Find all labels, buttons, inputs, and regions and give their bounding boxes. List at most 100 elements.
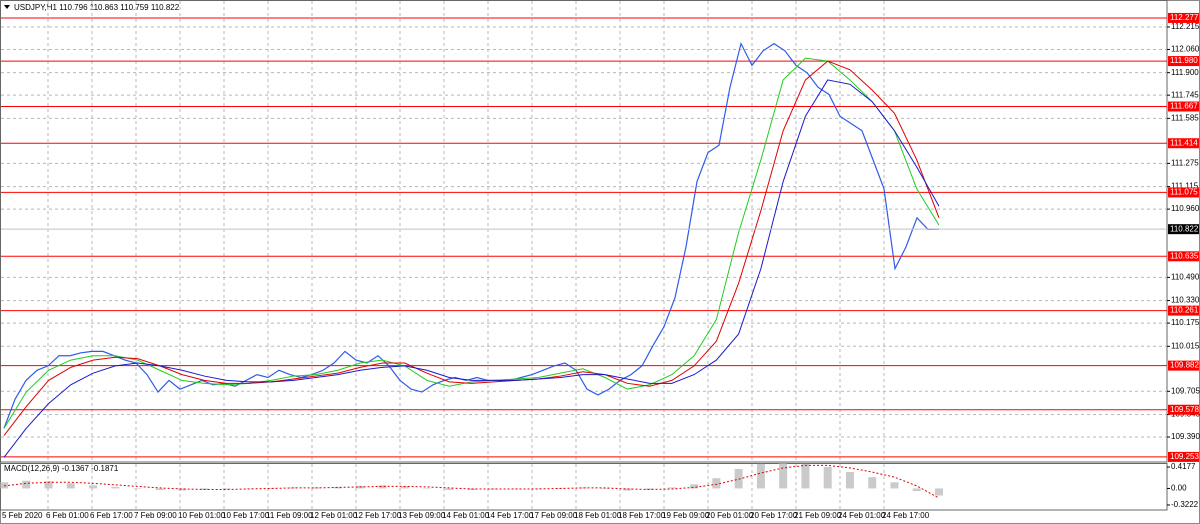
price-line (3, 41, 940, 429)
y-tick-label: 111.900 (1171, 68, 1199, 77)
level-tag (1168, 360, 1199, 371)
macd-bar (868, 477, 877, 489)
macd-bar (44, 481, 53, 489)
current-price-label: 110.822 (1170, 224, 1199, 233)
level-tag (1168, 101, 1199, 112)
macd-bar (823, 466, 832, 489)
macd-bar (422, 488, 431, 489)
macd-bar (445, 488, 454, 490)
current-price-tag (1168, 224, 1199, 235)
level-tag (1168, 404, 1199, 415)
menu-arrow (4, 5, 10, 9)
chart-title: USDJPY,H1 110.796 110.863 110.759 110.82… (14, 3, 180, 12)
macd-bar (601, 488, 610, 489)
y-tick-label: 110.015 (1171, 341, 1200, 350)
macd-bar (155, 488, 164, 490)
x-tick-label: 24 Feb 17:00 (882, 511, 930, 520)
y-tick-label: 111.275 (1171, 159, 1199, 168)
macd-bar (935, 488, 943, 496)
x-tick-label: 6 Feb 17:00 (90, 511, 133, 520)
y-tick-label: 112.060 (1171, 45, 1200, 54)
x-tick-label: 17 Feb 09:00 (530, 511, 578, 520)
level-tag (1168, 138, 1199, 149)
x-tick-label: 10 Feb 01:00 (178, 511, 226, 520)
macd-bar (89, 485, 98, 489)
y-tick-label: 111.585 (1171, 114, 1199, 123)
y-tick-label: 0.00 (1171, 484, 1187, 493)
level-label: 111.414 (1170, 138, 1198, 147)
level-label: 111.980 (1170, 56, 1198, 65)
macd-bar (22, 480, 31, 489)
x-tick-label: 18 Feb 17:00 (618, 511, 666, 520)
macd-title: MACD(12,26,9) -0.1367 -0.1871 (4, 464, 119, 473)
y-tick-label: 109.390 (1171, 432, 1200, 441)
y-tick-label: 110.490 (1171, 272, 1200, 281)
macd-bar (467, 488, 476, 490)
macd-bar (578, 487, 587, 489)
y-tick-label: 110.960 (1171, 204, 1200, 213)
macd-bar (801, 463, 810, 489)
macd-bar (712, 478, 721, 489)
macd-bar (667, 487, 676, 489)
y-tick-label: 112.215 (1171, 22, 1200, 31)
level-tag (1168, 187, 1199, 198)
macd-bar (845, 472, 854, 489)
y-tick-label: 0.4177 (1171, 462, 1196, 471)
macd-bar (779, 462, 788, 489)
macd-bar (756, 463, 765, 489)
level-label: 109.578 (1170, 405, 1199, 414)
y-tick-label: 109.705 (1171, 386, 1200, 395)
macd-bar (178, 488, 187, 491)
x-tick-label: 11 Feb 09:00 (266, 511, 313, 520)
macd-bar (623, 488, 632, 491)
level-tag (1168, 451, 1199, 462)
signal-line (3, 464, 940, 499)
macd-bar (489, 488, 498, 490)
level-tag (1168, 305, 1199, 316)
level-label: 112.277 (1170, 13, 1199, 22)
x-tick-label: 19 Feb 09:00 (662, 511, 710, 520)
macd-bar (645, 488, 654, 490)
y-tick-label: 111.745 (1171, 90, 1199, 99)
macd-bar (534, 488, 543, 489)
x-tick-label: 21 Feb 09:00 (794, 511, 842, 520)
macd-bar (111, 486, 120, 489)
moving-average (3, 79, 940, 458)
y-tick-label: 111.115 (1171, 182, 1199, 191)
level-label: 110.635 (1170, 251, 1199, 260)
x-tick-label: 13 Feb 09:00 (398, 511, 446, 520)
level-label: 109.882 (1170, 361, 1199, 370)
x-tick-label: 20 Feb 17:00 (750, 511, 798, 520)
x-tick-label: 12 Feb 17:00 (354, 511, 402, 520)
macd-bar (333, 486, 342, 489)
macd-bar (400, 486, 409, 489)
level-tag (1168, 251, 1199, 262)
macd-bar (66, 483, 75, 489)
x-tick-label: 24 Feb 01:00 (838, 511, 886, 520)
level-tag (1168, 12, 1199, 23)
macd-bar (0, 482, 8, 489)
x-tick-label: 12 Feb 01:00 (310, 511, 358, 520)
macd-bar (912, 488, 921, 492)
x-tick-label: 5 Feb 2020 (2, 511, 43, 520)
macd-bar (690, 484, 699, 489)
y-tick-label: 110.175 (1171, 318, 1200, 327)
macd-bar (267, 487, 276, 489)
macd-bar (890, 482, 899, 489)
level-label: 109.253 (1170, 452, 1199, 461)
x-tick-label: 14 Feb 17:00 (486, 511, 534, 520)
level-tag (1168, 56, 1199, 67)
macd-bar (133, 488, 142, 489)
macd-bar (222, 488, 231, 490)
x-tick-label: 7 Feb 09:00 (134, 511, 177, 520)
x-tick-label: 6 Feb 01:00 (46, 511, 89, 520)
level-label: 111.075 (1170, 188, 1198, 197)
x-tick-label: 14 Feb 01:00 (442, 511, 490, 520)
level-label: 110.261 (1170, 306, 1199, 315)
moving-average (3, 57, 940, 429)
y-tick-label: -0.3222 (1171, 500, 1199, 509)
x-tick-label: 10 Feb 17:00 (222, 511, 270, 520)
